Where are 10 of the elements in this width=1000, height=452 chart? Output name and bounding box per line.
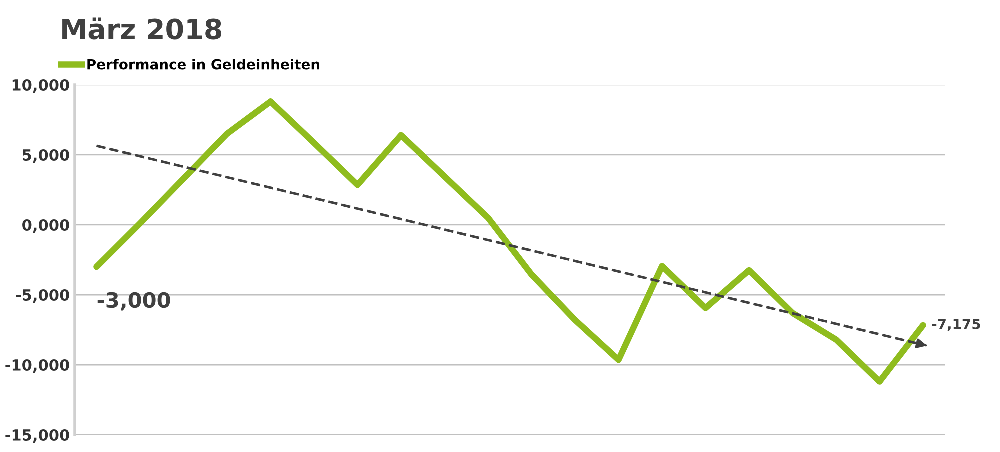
chart-title: März 2018	[62, 18, 222, 40]
data-label: -3,000	[98, 292, 170, 311]
legend-label: Performance in Geldeinheiten	[88, 59, 320, 70]
y-tick-label: -10,000	[6, 359, 70, 373]
y-tick-label: -15,000	[6, 429, 70, 443]
y-tick-label: 5,000	[22, 149, 70, 163]
y-tick-label: 10,000	[12, 79, 70, 93]
y-tick-label: -5,000	[16, 289, 70, 303]
y-tick-label: 0,000	[22, 219, 70, 233]
data-label: -7,175	[932, 319, 980, 332]
